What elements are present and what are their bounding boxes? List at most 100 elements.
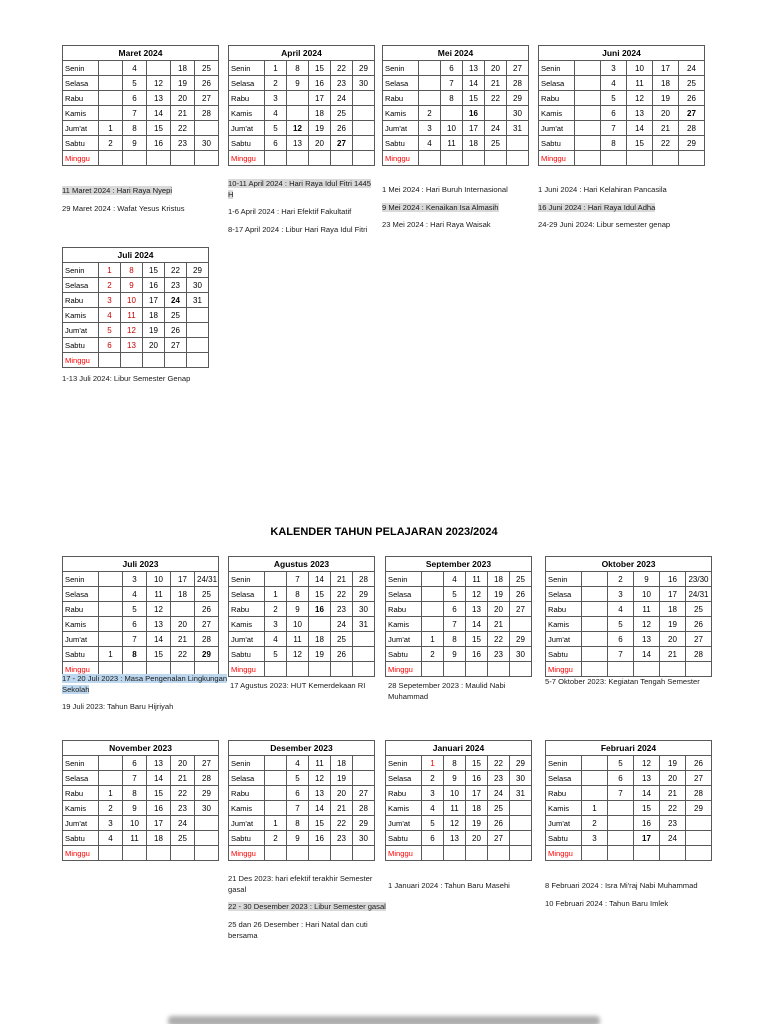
date-cell: 2 bbox=[98, 800, 123, 816]
empty-cell bbox=[685, 830, 712, 846]
empty-cell bbox=[352, 150, 375, 166]
date-cell: 17 bbox=[465, 785, 488, 801]
notes-juli-2024: 1-13 Juli 2024: Libur Semester Genap bbox=[62, 374, 242, 392]
date-cell: 31 bbox=[186, 292, 209, 308]
date-cell: 5 bbox=[443, 586, 466, 602]
date-cell: 15 bbox=[142, 262, 165, 278]
date-cell: 30 bbox=[509, 646, 532, 662]
date-cell: 25 bbox=[330, 105, 353, 121]
date-cell: 8 bbox=[607, 661, 634, 677]
date-cell: 4 bbox=[122, 586, 147, 602]
date-cell: 16 bbox=[633, 815, 660, 831]
date-cell: 13 bbox=[146, 755, 171, 771]
date-cell: 11 bbox=[440, 135, 463, 151]
date-cell: 8 bbox=[122, 120, 147, 136]
empty-cell bbox=[194, 845, 219, 861]
date-cell: 14 bbox=[308, 571, 331, 587]
date-cell: 10 bbox=[626, 60, 653, 76]
date-cell: 7 bbox=[122, 105, 147, 121]
day-label: Minggu bbox=[62, 845, 99, 861]
empty-cell bbox=[581, 785, 608, 801]
date-cell: 21 bbox=[170, 770, 195, 786]
date-cell: 27 bbox=[487, 830, 510, 846]
date-cell: 13 bbox=[626, 105, 653, 121]
date-cell: 21 bbox=[652, 120, 679, 136]
date-cell: 23 bbox=[330, 601, 353, 617]
date-cell: 8 bbox=[122, 785, 147, 801]
day-label: Kamis bbox=[62, 307, 99, 323]
date-cell: 20 bbox=[170, 755, 195, 771]
date-cell: 27 bbox=[194, 616, 219, 632]
date-cell: 5 bbox=[286, 770, 309, 786]
date-cell: 13 bbox=[633, 770, 660, 786]
empty-cell bbox=[186, 307, 209, 323]
date-cell: 21 bbox=[484, 75, 507, 91]
day-label: Kamis bbox=[228, 800, 265, 816]
date-cell: 4 bbox=[607, 601, 634, 617]
date-cell: 29 bbox=[685, 661, 712, 677]
calendar-table: Juni 2024 Senin 3 10 17 24 Selasa 4 11 18 25 Rabu 5 1… bbox=[538, 45, 705, 166]
calendar-month-title: Desember 2023 bbox=[228, 740, 375, 756]
date-cell: 29 bbox=[194, 646, 219, 662]
date-cell: 3 bbox=[264, 90, 287, 106]
empty-cell bbox=[509, 800, 532, 816]
day-label: Kamis bbox=[385, 616, 422, 632]
calendar-note: 29 Maret 2024 : Wafat Yesus Kristus bbox=[62, 203, 185, 213]
day-label: Kamis bbox=[385, 800, 422, 816]
date-cell: 28 bbox=[352, 571, 375, 587]
day-label: Minggu bbox=[385, 845, 422, 861]
date-cell: 3 bbox=[264, 616, 287, 632]
day-label: Rabu bbox=[62, 292, 99, 308]
date-cell: 29 bbox=[194, 785, 219, 801]
date-cell: 12 bbox=[286, 646, 309, 662]
date-cell: 11 bbox=[146, 586, 171, 602]
day-label: Minggu bbox=[62, 661, 99, 677]
date-cell: 8 bbox=[600, 135, 627, 151]
date-cell: 25 bbox=[194, 586, 219, 602]
date-cell: 4 bbox=[98, 307, 121, 323]
date-cell: 14 bbox=[626, 120, 653, 136]
date-cell: 18 bbox=[659, 601, 686, 617]
date-cell: 30 bbox=[352, 601, 375, 617]
date-cell: 30 bbox=[194, 800, 219, 816]
date-cell: 30 bbox=[352, 75, 375, 91]
date-cell: 4 bbox=[600, 75, 627, 91]
date-cell: 19 bbox=[659, 755, 686, 771]
date-cell: 19 bbox=[487, 586, 510, 602]
date-cell: 29 bbox=[352, 815, 375, 831]
calendar-note: 11 Maret 2024 : Hari Raya Nyepi bbox=[62, 186, 173, 195]
date-cell: 9 bbox=[286, 601, 309, 617]
date-cell: 15 bbox=[465, 631, 488, 647]
day-label: Senin bbox=[228, 755, 265, 771]
date-cell: 12 bbox=[440, 150, 463, 166]
date-cell: 24 bbox=[659, 830, 686, 846]
empty-cell bbox=[421, 616, 444, 632]
day-label: Sabtu bbox=[228, 830, 265, 846]
date-cell: 3 bbox=[421, 661, 444, 677]
date-cell: 15 bbox=[308, 815, 331, 831]
day-label: Jum'at bbox=[62, 120, 99, 136]
notes-juni-2024: 1 Juni 2024 : Hari Kelahiran Pancasila 16… bbox=[538, 185, 710, 238]
date-cell: 16 bbox=[308, 830, 331, 846]
date-cell: 27 bbox=[330, 135, 353, 151]
day-label: Rabu bbox=[545, 785, 582, 801]
date-cell: 12 bbox=[146, 601, 171, 617]
date-cell: 21 bbox=[170, 631, 195, 647]
date-cell: 12 bbox=[465, 586, 488, 602]
date-cell: 24 bbox=[487, 785, 510, 801]
empty-cell bbox=[581, 601, 608, 617]
date-cell: 6 bbox=[607, 770, 634, 786]
notes-agustus-2023: 17 Agustus 2023: HUT Kemerdekaan RI bbox=[230, 681, 388, 699]
date-cell: 23 bbox=[170, 661, 195, 677]
day-label: Kamis bbox=[228, 616, 265, 632]
date-cell: 5 bbox=[607, 755, 634, 771]
day-label: Selasa bbox=[62, 75, 99, 91]
empty-cell bbox=[98, 105, 123, 121]
day-label: Rabu bbox=[62, 601, 99, 617]
date-cell: 9 bbox=[633, 571, 660, 587]
date-cell: 28 bbox=[685, 646, 712, 662]
empty-cell bbox=[574, 105, 601, 121]
empty-cell bbox=[574, 120, 601, 136]
date-cell: 16 bbox=[308, 601, 331, 617]
day-label: Jum'at bbox=[385, 815, 422, 831]
